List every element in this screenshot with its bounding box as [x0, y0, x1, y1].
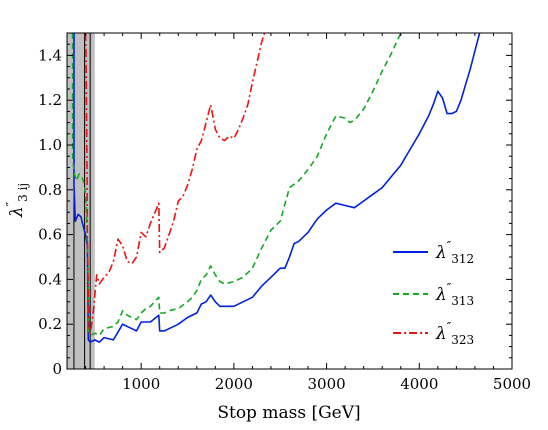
x-tick-label: 4000 [400, 375, 438, 393]
plot-frame [66, 32, 513, 370]
x-axis-title: Stop mass [GeV] [217, 403, 360, 423]
legend: λ″312 λ″313 λ″323 [393, 239, 474, 347]
y-tick-label: 1.2 [38, 91, 62, 109]
x-tick-label: 1000 [122, 375, 160, 393]
y-axis-title-sub: 3 ij [16, 183, 30, 202]
legend-label-312: λ″312 [435, 239, 474, 266]
y-tick-label: 0.4 [38, 270, 62, 288]
axis-tick-labels: 1000 2000 3000 4000 5000 0 0.2 0.4 0.6 0.8 1.0 1.2 1… [38, 46, 531, 393]
y-axis-title-main: λ [7, 206, 27, 218]
legend-label-313: λ″313 [435, 281, 474, 308]
x-tick-label: 2000 [215, 375, 253, 393]
series-line-323 [84, 33, 266, 334]
y-tick-label: 1.0 [38, 136, 62, 154]
series-layer [71, 33, 481, 343]
y-tick-label: 0.8 [38, 181, 62, 199]
y-tick-label: 1.4 [38, 46, 62, 64]
background-layer [67, 33, 95, 369]
y-tick-label: 0.2 [38, 315, 62, 333]
y-tick-label: 0 [52, 360, 62, 378]
series-line-312 [73, 33, 481, 343]
y-axis-title: λ″3 ij [4, 183, 30, 218]
axis-ticks [66, 32, 513, 370]
series-line-313 [71, 33, 402, 337]
y-tick-label: 0.6 [38, 226, 62, 244]
x-tick-label: 3000 [307, 375, 345, 393]
x-tick-label: 5000 [493, 375, 531, 393]
y-axis-title-prime: ″ [4, 201, 18, 206]
legend-label-323: λ″323 [435, 320, 474, 347]
